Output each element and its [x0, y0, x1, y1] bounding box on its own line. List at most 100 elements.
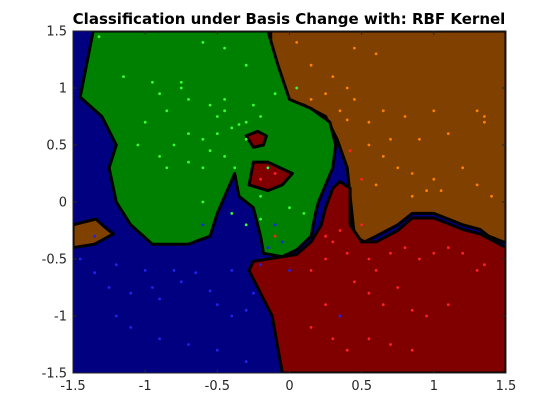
- point-blue-14: [244, 308, 248, 312]
- point-green-0: [97, 35, 101, 39]
- point-orange-22: [432, 177, 436, 181]
- point-green-42: [165, 109, 169, 113]
- point-orange-11: [381, 109, 385, 113]
- y-tick-label: 0: [59, 196, 67, 211]
- point-blue-21: [273, 223, 277, 227]
- point-orange-17: [418, 137, 421, 141]
- point-red-13: [367, 291, 371, 295]
- point-red-16: [410, 308, 414, 312]
- point-green-3: [244, 63, 248, 67]
- point-blue-27: [244, 360, 248, 363]
- x-tick-label: -0.5: [205, 379, 230, 394]
- point-green-2: [223, 46, 227, 50]
- point-red-17: [425, 314, 428, 318]
- point-red-27: [324, 257, 327, 261]
- point-green-38: [302, 212, 306, 215]
- point-blue-13: [230, 314, 234, 318]
- point-red-6: [418, 257, 421, 261]
- point-red-34: [348, 149, 352, 153]
- point-green-9: [223, 109, 227, 113]
- point-green-14: [215, 132, 219, 136]
- region-orange-1: [73, 217, 115, 250]
- point-blue-29: [201, 223, 205, 227]
- point-red-9: [461, 251, 465, 255]
- point-green-20: [158, 155, 162, 158]
- point-blue-19: [280, 240, 284, 244]
- decision-regions: [73, 31, 506, 373]
- point-orange-25: [461, 166, 465, 170]
- point-blue-1: [93, 271, 96, 275]
- point-red-31: [273, 234, 277, 238]
- point-orange-32: [309, 63, 313, 67]
- point-red-19: [324, 303, 327, 306]
- point-orange-26: [475, 183, 479, 187]
- point-blue-24: [158, 337, 162, 341]
- point-green-39: [259, 194, 262, 198]
- x-tick-label: -1.5: [60, 379, 85, 394]
- point-green-31: [223, 98, 227, 101]
- point-orange-8: [338, 109, 342, 113]
- point-green-30: [295, 86, 299, 90]
- point-green-10: [215, 115, 219, 118]
- point-green-12: [237, 123, 241, 126]
- point-orange-31: [410, 194, 414, 198]
- point-red-23: [367, 337, 371, 341]
- point-green-24: [223, 155, 227, 158]
- point-green-37: [288, 206, 291, 210]
- point-blue-28: [93, 234, 96, 238]
- point-orange-0: [295, 41, 299, 44]
- point-orange-20: [410, 172, 414, 175]
- region-green-2: [78, 31, 338, 259]
- point-green-28: [259, 115, 262, 118]
- x-tick-label: 1: [430, 379, 438, 394]
- point-blue-9: [179, 280, 183, 284]
- point-orange-27: [490, 194, 493, 198]
- point-red-22: [345, 348, 349, 352]
- x-axis: -1.5 -1 -0.5 0 0.5 1 1.5: [60, 31, 516, 394]
- point-red-4: [389, 251, 392, 255]
- point-red-2: [367, 257, 371, 261]
- point-red-3: [374, 269, 378, 272]
- point-blue-20: [288, 269, 291, 272]
- point-orange-4: [345, 86, 349, 90]
- point-green-22: [187, 160, 190, 164]
- point-red-24: [389, 343, 392, 346]
- point-green-33: [230, 212, 234, 215]
- point-green-25: [233, 166, 237, 170]
- point-blue-17: [259, 263, 262, 267]
- y-tick-label: -0.5: [42, 253, 67, 268]
- point-blue-18: [266, 246, 270, 250]
- point-blue-3: [107, 286, 111, 289]
- point-orange-21: [374, 183, 378, 187]
- point-green-13: [230, 126, 234, 130]
- point-red-28: [338, 229, 342, 232]
- point-blue-10: [194, 271, 198, 275]
- point-blue-30: [338, 314, 342, 318]
- point-green-8: [208, 103, 212, 107]
- point-green-41: [158, 92, 162, 96]
- point-red-33: [273, 172, 277, 175]
- point-green-23: [208, 149, 212, 153]
- point-orange-30: [483, 120, 486, 124]
- point-green-19: [136, 143, 140, 147]
- point-blue-5: [143, 269, 147, 272]
- region-red-5: [244, 129, 268, 149]
- point-red-20: [309, 326, 313, 329]
- point-orange-16: [446, 132, 450, 136]
- point-green-40: [179, 80, 183, 84]
- point-orange-23: [439, 189, 443, 193]
- point-blue-7: [158, 297, 162, 301]
- point-orange-24: [425, 189, 428, 193]
- point-red-0: [331, 240, 335, 244]
- point-blue-2: [114, 263, 118, 267]
- point-red-35: [360, 177, 364, 181]
- point-green-36: [266, 166, 270, 170]
- point-red-25: [410, 348, 414, 352]
- point-orange-3: [331, 75, 335, 78]
- point-orange-19: [396, 166, 400, 170]
- point-red-11: [483, 263, 486, 267]
- point-green-15: [201, 137, 205, 141]
- chart-title: Classification under Basis Change with: …: [73, 10, 506, 28]
- point-red-21: [331, 337, 335, 341]
- point-red-5: [403, 246, 407, 250]
